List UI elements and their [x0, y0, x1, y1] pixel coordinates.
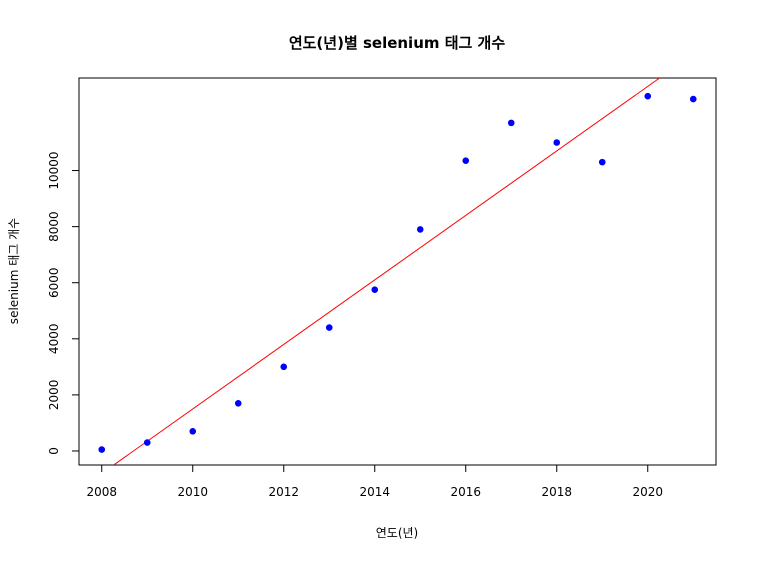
data-point	[644, 92, 652, 100]
y-tick-label: 8000	[47, 211, 61, 242]
data-point	[234, 400, 242, 407]
data-point	[325, 324, 333, 331]
data-point	[280, 363, 288, 371]
plot-frame	[78, 77, 717, 466]
x-tick-label: 2010	[177, 485, 208, 499]
x-tick-label: 2012	[268, 485, 299, 499]
x-tick-label: 2014	[359, 485, 390, 499]
data-point	[416, 226, 424, 233]
data-point	[553, 139, 561, 146]
y-tick-label: 4000	[47, 324, 61, 355]
plot-layer	[98, 77, 697, 465]
data-point	[462, 157, 470, 165]
data-point	[143, 439, 151, 446]
y-tick-label: 2000	[47, 380, 61, 411]
data-point	[189, 428, 197, 435]
y-axis-label: selenium 태그 개수	[7, 218, 21, 324]
y-axis: 0 2000 4000 6000 8000 10000	[47, 151, 80, 455]
y-tick-label: 6000	[47, 267, 61, 298]
data-point	[371, 286, 379, 294]
data-point	[507, 119, 515, 127]
x-tick-label: 2018	[541, 485, 572, 499]
data-point	[98, 446, 106, 453]
y-tick-label: 0	[47, 447, 61, 455]
data-point	[689, 95, 697, 103]
x-axis: 2008 2010 2012 2014 2016 2018 2020	[86, 464, 663, 499]
y-tick-label: 10000	[47, 151, 61, 189]
x-tick-label: 2016	[450, 485, 481, 499]
data-point	[598, 158, 606, 166]
chart-title: 연도(년)별 selenium 태그 개수	[289, 34, 506, 52]
x-tick-label: 2008	[86, 485, 117, 499]
x-axis-label: 연도(년)	[376, 526, 418, 540]
trend-line	[114, 77, 660, 465]
x-tick-label: 2020	[632, 485, 663, 499]
